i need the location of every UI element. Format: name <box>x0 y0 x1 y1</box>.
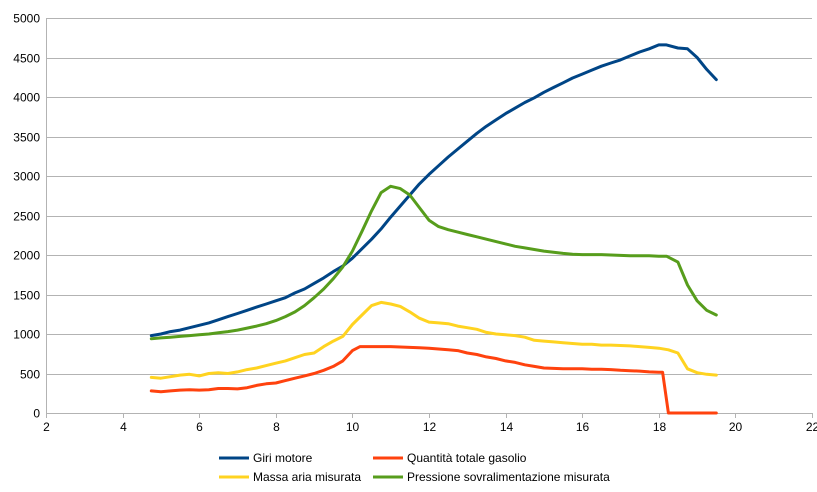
x-tick-label: 18 <box>653 420 667 434</box>
legend-label-3: Massa aria misurata <box>253 470 361 484</box>
legend-label-4: Pressione sovralimentazione misurata <box>407 470 610 484</box>
series-line-1 <box>149 43 718 338</box>
y-tick-label: 4500 <box>13 52 40 66</box>
x-tick-label: 4 <box>120 420 127 434</box>
legend-label-1: Giri motore <box>253 451 313 465</box>
grid-lines <box>46 18 812 414</box>
y-tick-label: 1500 <box>13 289 40 303</box>
y-tick-label: 3500 <box>13 131 40 145</box>
y-tick-label: 4000 <box>13 91 40 105</box>
x-tick-label: 22 <box>806 420 817 434</box>
x-tick-label: 6 <box>196 420 203 434</box>
legend-label-2: Quantità totale gasolio <box>407 451 527 465</box>
series-line-3 <box>149 300 718 380</box>
x-tick-label: 14 <box>500 420 514 434</box>
y-tick-label: 0 <box>33 407 40 421</box>
y-tick-label: 2000 <box>13 249 40 263</box>
x-tick-label: 8 <box>273 420 280 434</box>
y-tick-label: 1000 <box>13 328 40 342</box>
y-tick-label: 5000 <box>13 12 40 26</box>
y-tick-label: 500 <box>20 368 40 382</box>
y-tick-label: 2500 <box>13 210 40 224</box>
x-tick-label: 12 <box>423 420 437 434</box>
x-axis-ticks: 2 4 6 8 10 12 14 16 18 20 22 <box>43 413 817 434</box>
x-tick-label: 10 <box>346 420 360 434</box>
series-line-4 <box>149 184 718 341</box>
y-axis-ticks: 0 500 1000 1500 2000 2500 3000 3500 4000 4500 5000 <box>13 12 40 421</box>
series-lines <box>149 43 718 415</box>
x-tick-label: 20 <box>729 420 743 434</box>
y-tick-label: 3000 <box>13 170 40 184</box>
x-tick-label: 2 <box>43 420 50 434</box>
legend: Giri motore Quantità totale gasolio Massa … <box>219 451 610 484</box>
x-tick-label: 16 <box>576 420 590 434</box>
series-line-2 <box>149 345 718 415</box>
